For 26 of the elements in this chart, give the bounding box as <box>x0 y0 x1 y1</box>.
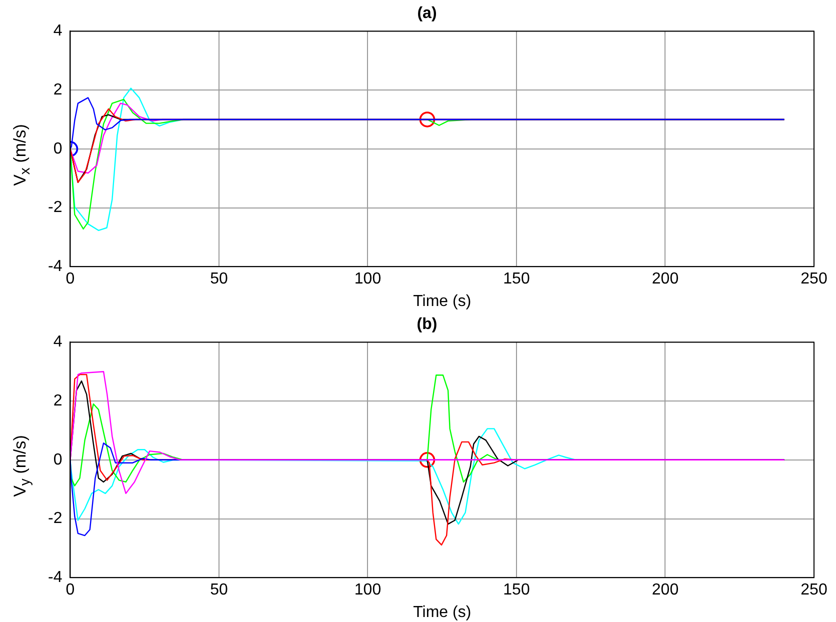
y-tick-label: -2 <box>48 510 62 528</box>
x-tick-label: 50 <box>210 582 228 599</box>
y-tick-label: 2 <box>53 392 62 410</box>
y-tick-label: 2 <box>53 81 62 98</box>
x-tick-label: 200 <box>652 582 679 599</box>
x-tick-label: 250 <box>800 270 828 288</box>
x-tick-label: 250 <box>800 582 828 599</box>
chart-title: (b) <box>416 316 438 334</box>
x-tick-label: 100 <box>354 582 382 599</box>
y-tick-label: 4 <box>53 334 62 351</box>
y-tick-label: -4 <box>48 258 62 276</box>
x-axis-title: Time (s) <box>413 604 472 621</box>
x-tick-label: 100 <box>354 270 382 288</box>
x-tick-label: 0 <box>66 582 75 599</box>
y-tick-label: -2 <box>48 199 62 216</box>
x-tick-label: 150 <box>503 582 530 599</box>
y-tick-label: 0 <box>53 451 62 468</box>
y-tick-label: 4 <box>53 22 62 40</box>
x-tick-label: 200 <box>652 270 679 288</box>
x-tick-label: 150 <box>503 270 530 288</box>
y-tick-label: 0 <box>53 140 62 158</box>
y-tick-label: -4 <box>48 569 62 586</box>
x-tick-label: 0 <box>66 270 75 288</box>
x-axis-title: Time (s) <box>413 292 472 310</box>
chart-title: (a) <box>417 5 437 22</box>
x-tick-label: 50 <box>210 270 228 288</box>
